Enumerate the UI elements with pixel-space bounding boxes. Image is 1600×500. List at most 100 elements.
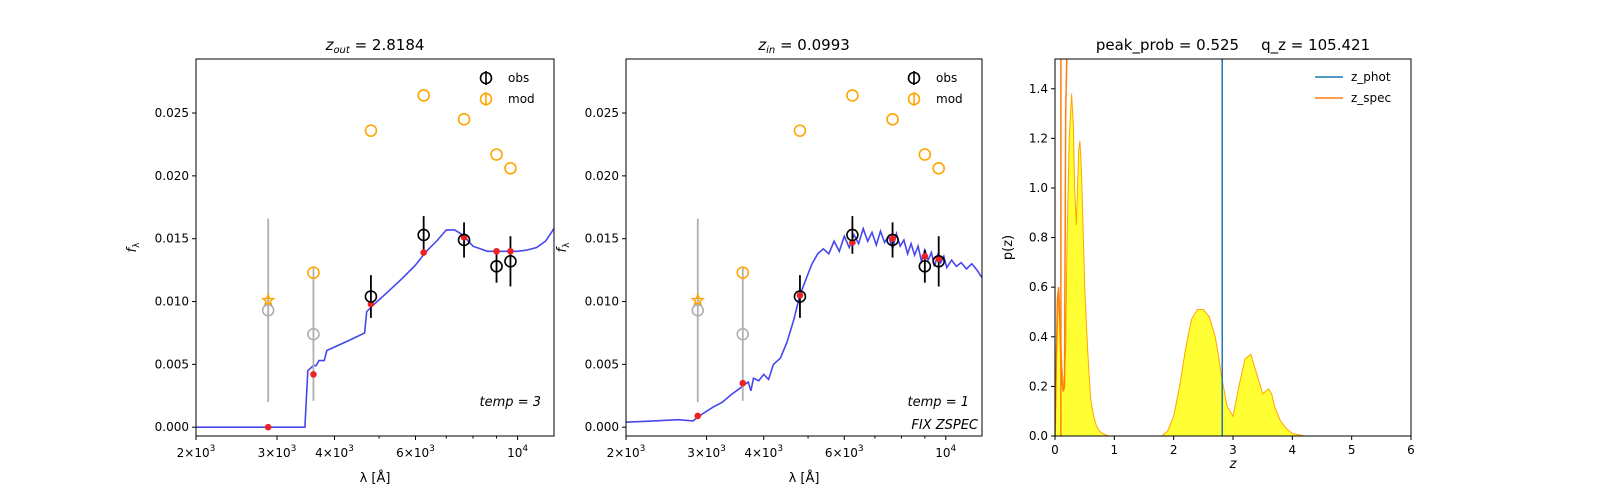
legend-label-mod: mod bbox=[508, 92, 535, 106]
legend-marker bbox=[479, 92, 493, 106]
x-tick-exponent: 3 bbox=[348, 444, 354, 454]
template-point bbox=[460, 234, 468, 241]
x-tick-label: 3×103 bbox=[687, 444, 726, 460]
template-point bbox=[420, 249, 427, 256]
template-point bbox=[507, 247, 514, 255]
mod-marker bbox=[307, 266, 320, 279]
x-tick-exponent: 3 bbox=[720, 444, 726, 454]
mod-marker bbox=[793, 124, 807, 137]
x-tick-label: 0 bbox=[1051, 443, 1059, 457]
x-tick-label: 3 bbox=[1229, 443, 1237, 457]
y-tick-label: 0.005 bbox=[585, 357, 619, 371]
template-annotation: temp = 3 bbox=[480, 395, 541, 410]
x-tick-label: 1 bbox=[1111, 443, 1119, 457]
legend-label-obs: obs bbox=[508, 71, 529, 85]
panel-title: peak_prob = 0.525 q_z = 105.421 bbox=[1096, 36, 1370, 55]
x-tick-exponent: 3 bbox=[777, 444, 783, 454]
x-tick-label: 4 bbox=[1289, 443, 1297, 457]
legend-marker bbox=[907, 92, 921, 106]
x-tick-base: 4×10 bbox=[315, 446, 348, 460]
template-point bbox=[739, 379, 747, 387]
obs-marker bbox=[364, 290, 378, 303]
y-tick-label: 0.2 bbox=[1029, 379, 1048, 393]
y-tick-label: 1.2 bbox=[1029, 131, 1048, 145]
mod-marker bbox=[918, 148, 932, 161]
y-tick-label: 0.8 bbox=[1029, 231, 1048, 245]
x-tick-label: 6×103 bbox=[825, 444, 864, 460]
x-tick-exponent: 4 bbox=[951, 444, 957, 454]
x-tick-label: 104 bbox=[507, 444, 528, 460]
x-tick-base: 10 bbox=[935, 446, 950, 460]
x-tick-base: 3×10 bbox=[687, 446, 720, 460]
x-tick-label: 3×103 bbox=[258, 444, 297, 460]
mod-star-marker bbox=[690, 292, 706, 307]
y-label-symbol: f bbox=[555, 245, 570, 252]
obs-marker bbox=[886, 233, 899, 247]
title-peak-prob: peak_prob = 0.525 bbox=[1096, 36, 1239, 55]
y-tick-label: 0.000 bbox=[585, 420, 619, 434]
obs-marker bbox=[457, 233, 471, 247]
template-annotation: temp = 1 bbox=[908, 395, 969, 410]
obs-marker bbox=[846, 228, 859, 242]
y-axis-label: p(z) bbox=[1001, 235, 1016, 260]
mod-marker bbox=[932, 162, 945, 175]
mod-marker bbox=[457, 113, 471, 126]
template-point bbox=[889, 235, 896, 243]
title-symbol: z bbox=[757, 36, 767, 54]
y-tick-label: 0.020 bbox=[155, 169, 189, 183]
axes-frame bbox=[195, 58, 555, 437]
mod-marker bbox=[846, 89, 859, 102]
x-tick-base: 2×10 bbox=[607, 446, 640, 460]
y-label-symbol: f bbox=[125, 245, 140, 252]
x-tick-base: 10 bbox=[507, 446, 522, 460]
template-point bbox=[264, 423, 272, 431]
y-tick-label: 0.005 bbox=[155, 357, 189, 371]
title-subscript: out bbox=[333, 45, 350, 56]
x-tick-exponent: 3 bbox=[429, 444, 435, 454]
panel-title: zin = 0.0993 bbox=[757, 36, 850, 56]
template-point bbox=[921, 252, 929, 260]
title-q-z: q_z = 105.421 bbox=[1261, 36, 1370, 55]
mod-marker bbox=[417, 89, 430, 102]
template-point bbox=[935, 255, 942, 263]
title-symbol: z bbox=[325, 36, 335, 54]
x-tick-label: 4×103 bbox=[315, 444, 354, 460]
mod-star-marker bbox=[260, 292, 276, 307]
y-tick-label: 0.025 bbox=[155, 106, 189, 120]
x-tick-exponent: 4 bbox=[522, 444, 528, 454]
obs-marker bbox=[932, 255, 945, 268]
y-tick-label: 1.0 bbox=[1029, 181, 1048, 195]
legend-marker bbox=[479, 71, 493, 85]
x-tick-base: 6×10 bbox=[825, 446, 858, 460]
y-tick-label: 0.020 bbox=[585, 169, 619, 183]
obs-marker bbox=[490, 260, 503, 273]
mod-marker bbox=[886, 113, 899, 126]
pz-panel: 0.0 0.2 0.4 0.6 0.8 1.0 1.2 1.4 0 1 2 3 4 5 6 peak_prob… bbox=[1001, 36, 1415, 472]
legend-label-mod: mod bbox=[936, 92, 963, 106]
pz-fill-area bbox=[1055, 93, 1352, 436]
x-tick-base: 6×10 bbox=[396, 446, 429, 460]
x-tick-label: 2×103 bbox=[607, 444, 646, 460]
x-tick-exponent: 3 bbox=[210, 444, 216, 454]
excluded-obs-marker bbox=[691, 304, 705, 317]
x-axis-label: λ [Å] bbox=[360, 470, 391, 486]
x-axis-label: z bbox=[1229, 457, 1238, 472]
axes-frame bbox=[625, 58, 983, 437]
x-tick-label: 2 bbox=[1170, 443, 1178, 457]
y-tick-label: 1.4 bbox=[1029, 82, 1048, 96]
y-tick-label: 0.015 bbox=[155, 232, 189, 246]
x-tick-base: 2×10 bbox=[177, 446, 210, 460]
obs-marker bbox=[793, 290, 807, 303]
y-tick-label: 0.000 bbox=[155, 420, 189, 434]
mod-marker bbox=[504, 162, 517, 175]
excluded-obs-marker bbox=[261, 304, 275, 317]
mod-marker bbox=[736, 266, 750, 279]
legend-label-z-phot: z_phot bbox=[1351, 70, 1391, 84]
x-axis-label: λ [Å] bbox=[789, 470, 820, 486]
x-tick-label: 104 bbox=[935, 444, 956, 460]
x-tick-base: 3×10 bbox=[258, 446, 291, 460]
template-spectrum-line bbox=[626, 226, 982, 423]
